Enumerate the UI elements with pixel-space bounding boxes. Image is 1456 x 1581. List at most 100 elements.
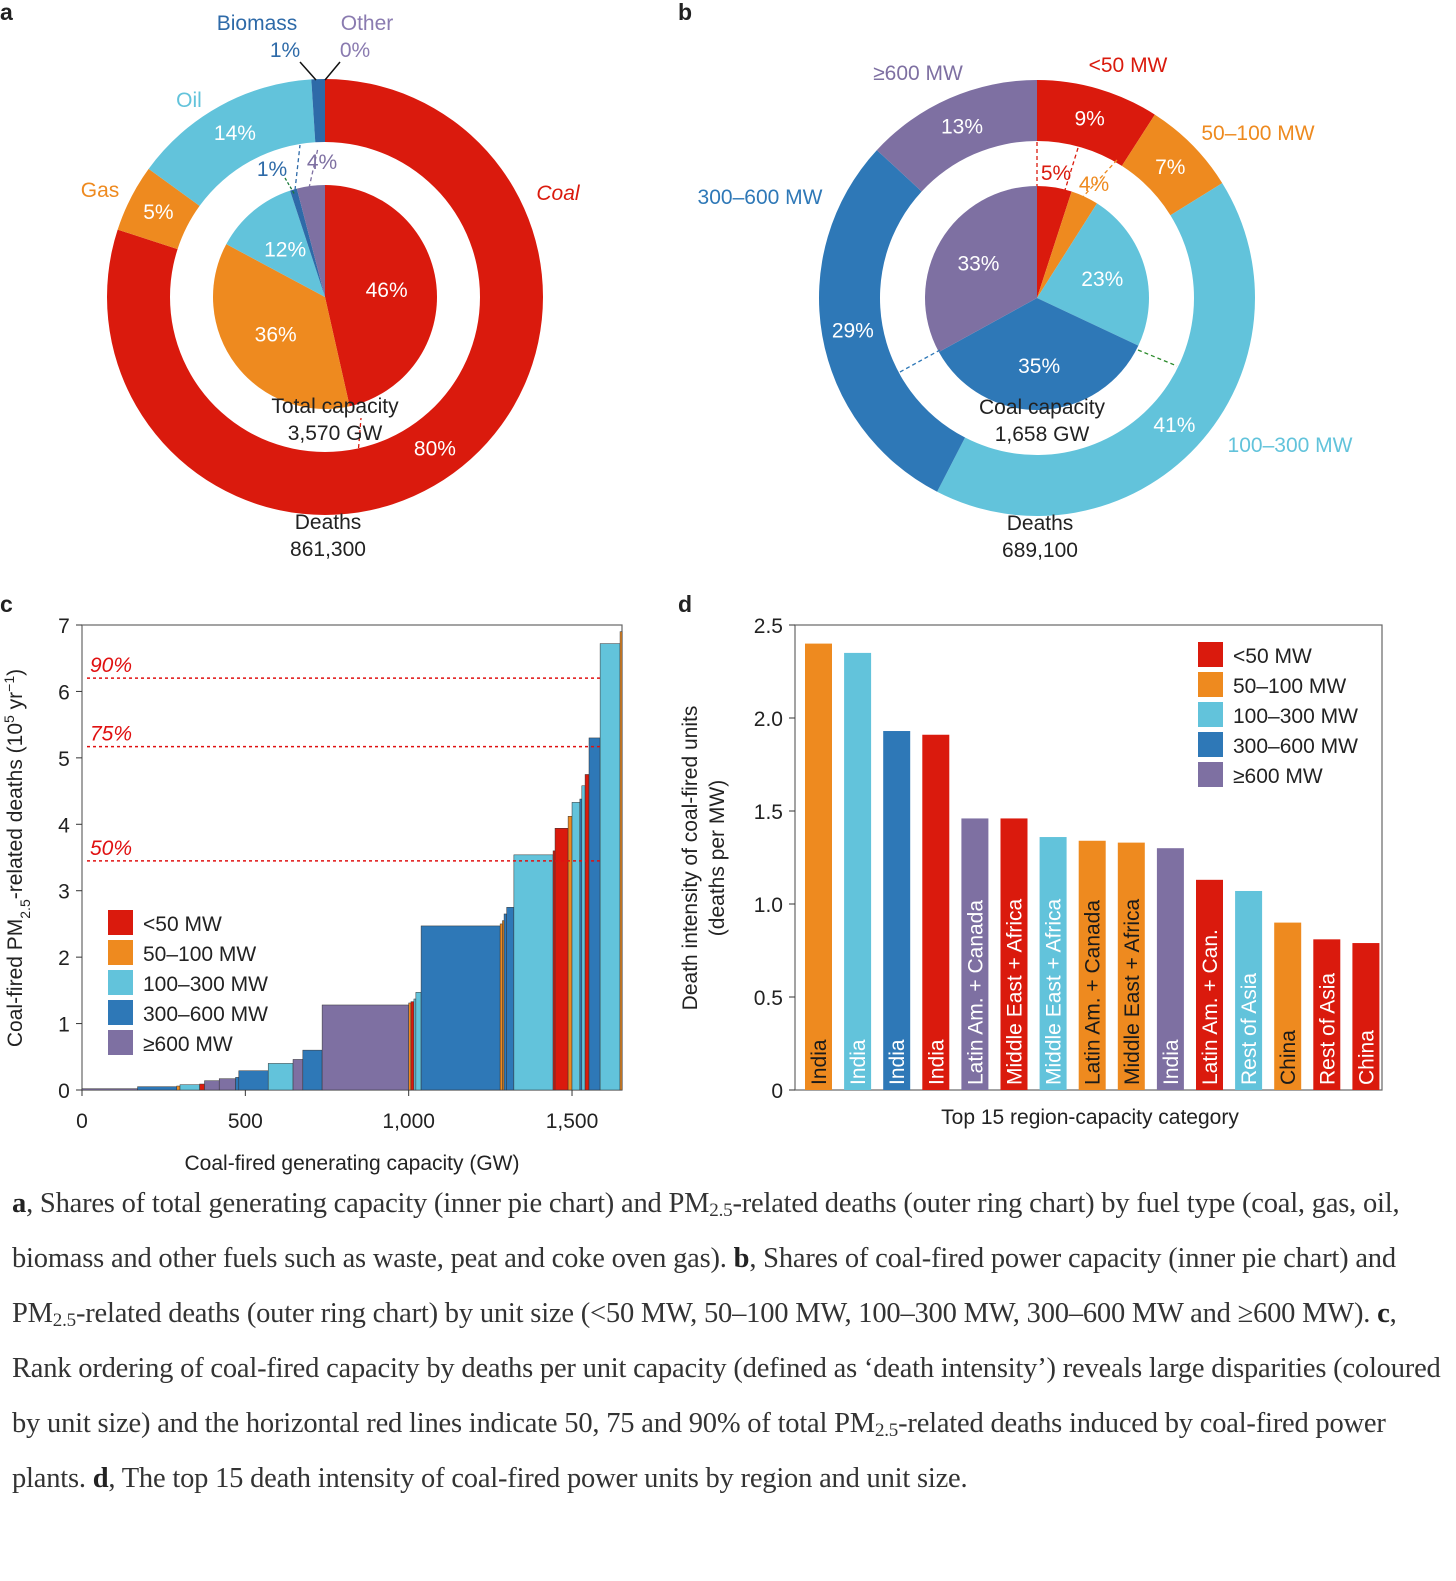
caption-subscript: 2.5 [52, 1310, 76, 1331]
outer-slice-label: 29% [832, 319, 874, 342]
capacity-segment [410, 1001, 415, 1091]
panel-c-plot: 50% 75% 90% 0 1 2 3 4 5 6 7 0 500 1,000 1,500 Coal-fire… [1, 615, 623, 1175]
inner-slice-4 [296, 185, 325, 297]
outer-slice-3 [311, 79, 325, 143]
y-axis-label-part: -related deaths (10 [4, 723, 27, 899]
label-gas: Gas [81, 179, 120, 202]
legend-swatch [108, 970, 133, 995]
connector-line [294, 144, 301, 191]
bar-category-label: India [847, 1039, 870, 1085]
y-tick-label: 5 [58, 748, 70, 771]
capacity-segment [415, 992, 422, 1091]
bar [961, 818, 989, 1090]
inner-slice-2 [226, 190, 325, 297]
inner-slice-label: 35% [1018, 355, 1060, 378]
legend-label: 100–300 MW [1233, 705, 1358, 728]
capacity-segment [619, 631, 623, 1091]
capacity-segment [292, 1059, 304, 1091]
outer-label-biomass: 1% [270, 39, 300, 62]
x-tick-label: 500 [228, 1110, 263, 1133]
bar-category-label: Rest of Asia [1238, 973, 1261, 1085]
bar-category-label: India [1160, 1039, 1183, 1085]
capacity-segment [204, 1080, 220, 1091]
bar-category-label: Latin Am. + Canada [1082, 900, 1105, 1085]
legend-swatch [108, 940, 133, 965]
outer-slice-2 [148, 79, 316, 206]
legend-swatch [108, 1000, 133, 1025]
capacity-segment [571, 802, 581, 1091]
caption-text: -related deaths induced by coal-fired po… [12, 1408, 1386, 1494]
caption-text: , Shares of coal-fired power capacity (i… [12, 1243, 1396, 1329]
y-axis-label-part: 5 [1, 715, 17, 723]
y-tick-label: 2.5 [754, 615, 783, 638]
x-tick-label: 1,500 [546, 1110, 599, 1133]
capacity-segment [408, 1002, 412, 1091]
deaths-label: Deaths [295, 511, 362, 534]
outer-slice-3 [818, 150, 966, 492]
pie-b-outer: 9% 7% 41% 29% 13% [818, 80, 1255, 516]
y-axis-label-units: (deaths per MW) [706, 780, 729, 936]
bar-category-label: Latin Am. + Can. [1199, 929, 1222, 1085]
y-tick-label: 2.0 [754, 708, 783, 731]
caption-text: , The top 15 death intensity of coal-fir… [108, 1463, 968, 1494]
capacity-segment [420, 925, 501, 1091]
inner-slice-0 [325, 185, 438, 407]
capacity-segment [503, 913, 507, 1091]
capacity-segment [238, 1070, 269, 1091]
panel-letter-b: b [678, 0, 692, 25]
threshold-label: 90% [90, 654, 132, 677]
capacity-segment [235, 1077, 240, 1091]
pie-a-outer: 80% 5% 14% [106, 79, 543, 515]
caption-panel-letter: c [1377, 1298, 1390, 1329]
label-oil: Oil [176, 89, 202, 112]
outer-slice-1 [1121, 114, 1223, 216]
pie-a-inner: 46% 36% 12% [212, 185, 438, 410]
capacity-segment [321, 1004, 409, 1091]
connector-line [357, 417, 362, 456]
bar-category-label: India [808, 1039, 831, 1085]
legend-label: ≥600 MW [143, 1033, 233, 1056]
capacity-segment [588, 737, 601, 1091]
connector-line [284, 177, 296, 196]
outer-slice-label: 7% [1155, 156, 1185, 179]
outer-slice-0 [1037, 80, 1155, 166]
bar [1313, 939, 1341, 1090]
panel-letter-d: d [678, 591, 692, 617]
capacity-segment [567, 816, 573, 1091]
bar-category-label: Rest of Asia [1316, 973, 1339, 1085]
capacity-segment [552, 850, 556, 1091]
outer-slice-label: 9% [1075, 108, 1105, 131]
caption-subscript: 2.5 [709, 1200, 733, 1221]
inner-slice-1 [1037, 191, 1098, 298]
y-axis-label-part: −1 [1, 676, 17, 692]
capacity-segment [499, 923, 503, 1091]
label-lt50: <50 MW [1089, 54, 1168, 77]
caption-text: , Shares of total generating capacity (i… [26, 1188, 710, 1219]
y-tick-label: 2 [58, 947, 70, 970]
y-tick-label: 0 [58, 1080, 70, 1103]
legend-label: ≥600 MW [1233, 765, 1323, 788]
bar-category-label: Latin Am. + Canada [964, 900, 987, 1085]
figure-caption: a, Shares of total generating capacity (… [12, 1176, 1452, 1506]
bar-category-label: India [925, 1039, 948, 1085]
inner-slice-3 [290, 188, 325, 297]
y-axis-label-part: ) [4, 669, 27, 676]
y-axis-label-part: 2.5 [17, 899, 33, 919]
deaths-label: Deaths [1007, 512, 1074, 535]
bar [805, 643, 832, 1090]
connector-line [1064, 147, 1079, 191]
label-ge600: ≥600 MW [873, 62, 963, 85]
outer-slice-label: 5% [143, 201, 173, 224]
inner-slice-label: 36% [255, 324, 297, 347]
bar [1078, 840, 1106, 1090]
bar [1235, 890, 1263, 1090]
y-tick-label: 7 [58, 615, 70, 638]
bar-category-label: China [1355, 1030, 1378, 1085]
label-other: Other [341, 12, 394, 35]
capacity-segment [81, 1088, 138, 1091]
caption-text: , Rank ordering of coal-fired capacity b… [12, 1298, 1441, 1439]
threshold-label: 75% [90, 723, 132, 746]
outer-label-other: 0% [340, 39, 370, 62]
leader-line [324, 61, 341, 81]
legend-swatch [1198, 762, 1223, 787]
